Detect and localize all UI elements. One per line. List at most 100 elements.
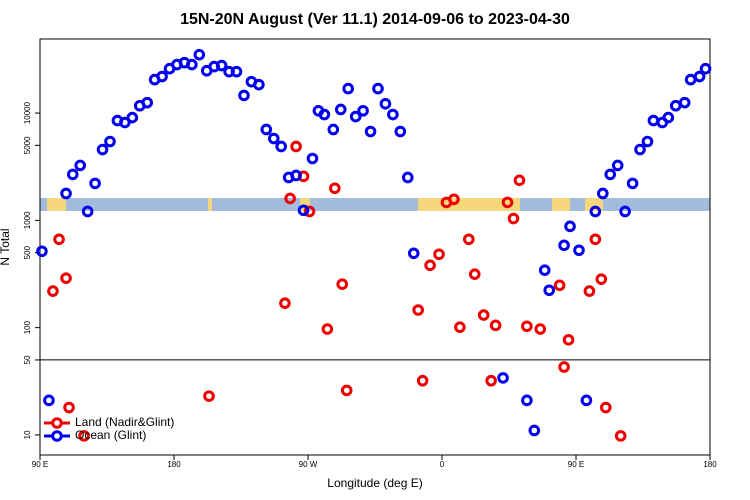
y-tick-label: 10 xyxy=(23,430,32,439)
data-point xyxy=(60,187,72,200)
data-point xyxy=(538,264,551,277)
data-point xyxy=(489,319,502,332)
data-point xyxy=(306,152,319,165)
y-tick-label: 100 xyxy=(23,320,32,334)
data-point xyxy=(501,196,514,209)
data-point xyxy=(267,132,280,145)
data-point xyxy=(186,58,198,71)
data-point xyxy=(604,168,617,181)
x-tick-label: 90 E xyxy=(568,460,584,469)
data-point xyxy=(684,73,697,86)
data-point xyxy=(583,285,596,297)
data-point xyxy=(78,430,90,442)
data-point xyxy=(63,401,75,414)
data-point xyxy=(433,248,445,261)
data-point xyxy=(558,239,570,252)
land-mask-band xyxy=(40,198,710,211)
data-point xyxy=(203,390,215,402)
y-tick-label: 10000 xyxy=(23,101,32,124)
data-point xyxy=(562,334,575,346)
data-point xyxy=(81,205,94,218)
land-patch xyxy=(552,198,570,211)
data-point xyxy=(463,233,475,246)
data-point xyxy=(321,323,334,335)
data-point xyxy=(126,111,139,124)
data-point xyxy=(47,285,59,297)
chart-title: 15N-20N August (Ver 11.1) 2014-09-06 to … xyxy=(180,11,570,28)
data-point xyxy=(534,323,547,335)
data-point xyxy=(528,424,541,437)
y-tick-label: 500 xyxy=(23,245,32,259)
data-point xyxy=(564,220,576,233)
data-point xyxy=(521,320,533,333)
data-point xyxy=(558,361,570,373)
data-point xyxy=(412,304,424,316)
data-point xyxy=(641,135,654,148)
legend-label: Ocean (Glint) xyxy=(75,428,146,442)
y-tick-label: 1000 xyxy=(23,211,32,229)
data-point xyxy=(589,205,602,218)
data-point xyxy=(336,278,349,291)
data-point xyxy=(619,205,631,218)
data-point xyxy=(699,62,712,75)
data-point xyxy=(318,108,331,121)
data-point xyxy=(372,82,384,95)
data-point xyxy=(215,59,228,72)
data-point xyxy=(260,123,273,136)
data-point xyxy=(394,125,407,138)
data-point xyxy=(43,394,55,407)
x-tick-label: 90 E xyxy=(32,460,48,469)
data-point xyxy=(521,394,533,407)
data-point xyxy=(238,89,250,102)
data-point xyxy=(468,268,481,280)
data-point xyxy=(669,99,682,112)
data-point xyxy=(454,321,466,333)
x-tick-label: 90 W xyxy=(299,460,318,469)
data-point xyxy=(611,159,624,172)
y-axis-label: N Total xyxy=(0,228,12,265)
x-tick-label: 0 xyxy=(440,460,445,469)
data-point xyxy=(297,204,310,217)
data-point xyxy=(53,233,65,246)
data-point xyxy=(614,430,627,442)
data-point xyxy=(553,279,566,292)
data-point xyxy=(416,374,429,387)
x-axis-label: Longitude (deg E) xyxy=(327,476,422,490)
y-tick-label: 50 xyxy=(23,355,32,364)
data-point xyxy=(342,82,355,95)
data-point xyxy=(387,108,399,121)
data-point xyxy=(303,205,316,218)
data-point xyxy=(253,78,265,91)
data-point xyxy=(156,70,168,83)
data-point xyxy=(507,212,520,225)
data-point xyxy=(595,273,608,285)
data-point xyxy=(74,159,86,172)
data-point xyxy=(599,401,612,414)
data-point xyxy=(497,372,509,384)
data-point xyxy=(230,65,243,78)
data-point xyxy=(340,384,353,397)
land-patch xyxy=(300,198,310,211)
data-point xyxy=(379,97,392,110)
data-point xyxy=(104,135,116,148)
data-point xyxy=(349,110,362,123)
data-point xyxy=(290,169,302,182)
data-point xyxy=(193,48,206,61)
data-point xyxy=(543,284,556,297)
data-point xyxy=(477,309,490,321)
land-patch xyxy=(208,198,212,211)
data-point xyxy=(589,233,602,246)
x-tick-label: 180 xyxy=(703,460,717,469)
data-point xyxy=(597,187,609,200)
data-point xyxy=(424,259,436,272)
data-point xyxy=(279,297,291,309)
data-point xyxy=(513,174,526,187)
data-point xyxy=(485,374,497,387)
data-point xyxy=(407,247,420,260)
data-point xyxy=(573,244,585,257)
data-point xyxy=(327,123,340,136)
data-point xyxy=(647,114,660,127)
data-point xyxy=(275,140,288,153)
legend-marker xyxy=(51,430,63,442)
